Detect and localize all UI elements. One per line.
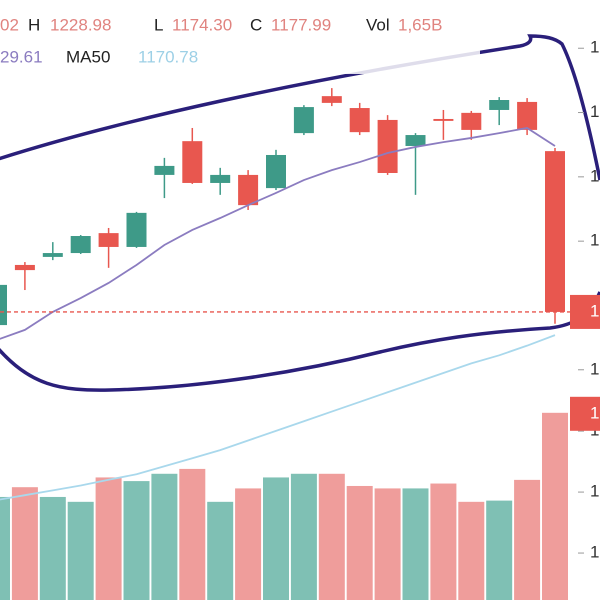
header-value: 1228.98 [50, 15, 111, 34]
volume-bar [123, 481, 150, 600]
volume-tag-label: 1 [590, 403, 599, 422]
y2-tick-label: 1 [590, 543, 599, 562]
volume-bar [263, 477, 289, 600]
candle-body [461, 112, 482, 130]
candle-body [349, 108, 370, 133]
plot [0, 88, 570, 600]
y-tick-label: 1 [590, 231, 599, 250]
candle-body [70, 236, 91, 254]
y-tick-label: 1 [590, 166, 599, 185]
volume-bar [430, 483, 457, 600]
candle-body [405, 135, 426, 146]
volume-bar [179, 468, 206, 600]
header-label: H [28, 15, 40, 34]
candle-body [321, 96, 342, 103]
volume-bar [486, 500, 513, 600]
volume-bar [542, 412, 568, 600]
candle-body [42, 253, 63, 257]
header-label: C [250, 15, 262, 34]
volume-bar [290, 473, 317, 600]
header-label: Vol [366, 15, 390, 34]
y-tick-label: 1 [590, 359, 599, 378]
volume-bar [95, 477, 122, 600]
header-value: 1177.99 [271, 15, 331, 34]
y-tick-label: 1 [590, 102, 599, 121]
volume-bar [11, 487, 38, 600]
volume-bar [374, 488, 401, 600]
header-value: 02 [0, 15, 19, 34]
annotation-stroke [0, 291, 600, 392]
candle-body [126, 212, 147, 247]
header-bg [0, 8, 480, 74]
candle-body [266, 154, 286, 189]
candle-body [433, 118, 454, 121]
volume-bar [0, 496, 10, 600]
header-value: 1174.30 [172, 15, 232, 34]
ma-line [0, 127, 556, 340]
annotation-stroke [0, 34, 600, 181]
candle-body [98, 233, 119, 247]
candle-body [238, 174, 259, 206]
header-label: L [154, 15, 163, 34]
volume-bar [151, 473, 178, 600]
ma-line [0, 334, 556, 501]
header-value: 1,65B [398, 15, 442, 34]
candle-body [377, 119, 398, 173]
volume-bar [458, 501, 485, 600]
header-value: 29.61 [0, 47, 43, 66]
candle-body [293, 107, 314, 134]
volume-bar [514, 479, 541, 600]
volume-bar [207, 501, 234, 600]
candle-body [210, 174, 231, 183]
candle-body [14, 264, 35, 271]
candle-body [0, 284, 7, 326]
price-tag [570, 294, 600, 329]
price-tag-label: 1 [590, 301, 599, 320]
volume-bar [39, 496, 66, 600]
volume-bar [235, 488, 262, 600]
volume-bar [346, 485, 373, 600]
volume-bar [318, 473, 345, 600]
y2-tick-label: 1 [590, 482, 599, 501]
header-label: MA50 [66, 47, 110, 66]
candle-body [545, 151, 565, 312]
volume-bar [402, 488, 429, 600]
candle-body [154, 165, 175, 175]
volume-tag [570, 396, 600, 431]
header-value: 1170.78 [138, 47, 198, 66]
y-tick-label: 1 [590, 38, 599, 57]
candle-body [182, 141, 203, 183]
volume-bar [67, 501, 94, 600]
candle-body [489, 100, 510, 110]
candle-body [517, 101, 538, 130]
